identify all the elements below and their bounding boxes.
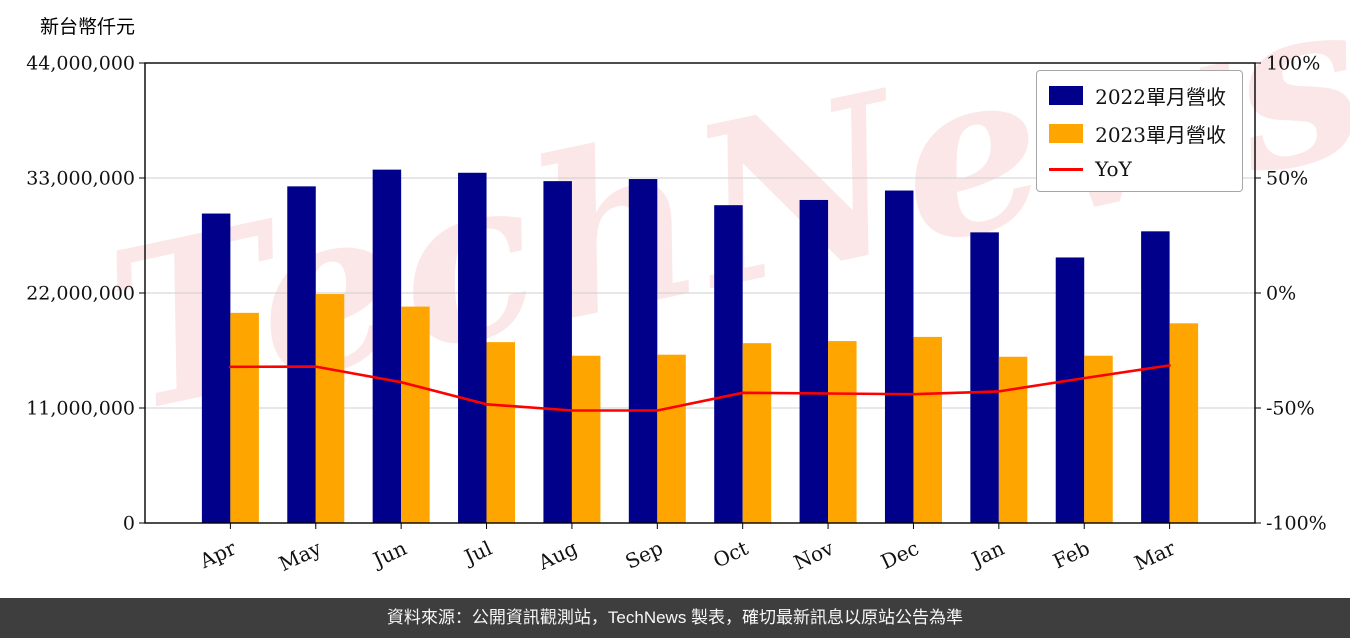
- x-axis-label-Jan: Jan: [966, 536, 1008, 573]
- bar-2023-Nov: [828, 341, 857, 523]
- x-axis-label-Nov: Nov: [790, 535, 838, 574]
- legend-label-yoy: YoY: [1095, 157, 1132, 181]
- bar-2023-Feb: [1084, 355, 1113, 523]
- legend-swatch-2022: [1049, 86, 1084, 105]
- bar-2022-Jul: [458, 172, 487, 524]
- x-axis-label-Mar: Mar: [1131, 536, 1180, 576]
- bar-2023-Jun: [401, 306, 430, 523]
- bar-2023-Aug: [571, 355, 601, 523]
- y-axis-unit-label: 新台幣仟元: [40, 16, 136, 38]
- bar-2023-Jan: [998, 356, 1028, 523]
- legend-item-2022: 2022單月營收: [1049, 81, 1226, 110]
- yoy-line: [229, 364, 1171, 412]
- x-axis-label-Sep: Sep: [622, 536, 667, 574]
- bar-2023-Apr: [230, 312, 259, 523]
- bar-2022-Oct: [714, 205, 743, 523]
- legend-swatch-2023: [1049, 124, 1084, 143]
- source-footer: 資料來源：公開資訊觀測站，TechNews 製表，確切最新訊息以原站公告為準: [0, 598, 1350, 638]
- x-axis-label-Oct: Oct: [709, 536, 751, 573]
- x-axis-label-Dec: Dec: [877, 536, 923, 574]
- x-axis-label-Aug: Aug: [534, 536, 582, 575]
- legend-label-2023: 2023單月營收: [1095, 123, 1226, 147]
- right-axis-tick-label: 50%: [1266, 168, 1308, 190]
- bar-2023-Oct: [742, 343, 772, 523]
- bar-2023-May: [315, 294, 345, 523]
- source-footer-text: 資料來源：公開資訊觀測站，TechNews 製表，確切最新訊息以原站公告為準: [386, 608, 964, 627]
- legend-label-2022: 2022單月營收: [1095, 85, 1226, 109]
- right-axis-tick-label: 0%: [1266, 283, 1296, 305]
- bar-2022-Mar: [1141, 231, 1170, 523]
- x-axis-label-Jul: Jul: [459, 536, 496, 570]
- bar-2022-Dec: [884, 190, 914, 523]
- bar-2023-Jul: [486, 342, 516, 523]
- x-axis-label-Feb: Feb: [1049, 536, 1093, 574]
- left-axis-tick-label: 22,000,000: [26, 283, 135, 305]
- bar-2023-Dec: [913, 336, 942, 523]
- right-axis-tick-label: -100%: [1266, 513, 1327, 535]
- x-axis-label-Jun: Jun: [368, 536, 411, 573]
- right-axis-tick-label: 100%: [1266, 53, 1320, 75]
- bar-2022-Apr: [201, 213, 231, 523]
- bar-2022-May: [287, 186, 316, 523]
- left-axis-tick-label: 33,000,000: [26, 168, 135, 190]
- x-axis-label-May: May: [275, 535, 325, 576]
- bar-2023-Sep: [657, 354, 686, 523]
- legend-item-2023: 2023單月營收: [1049, 119, 1226, 148]
- legend: 2022單月營收 2023單月營收 YoY: [1036, 70, 1243, 192]
- bar-2022-Aug: [543, 181, 572, 524]
- left-axis-tick-label: 11,000,000: [26, 398, 135, 420]
- bar-2022-Jun: [372, 169, 402, 524]
- bar-2022-Jan: [970, 232, 999, 523]
- legend-item-yoy: YoY: [1049, 157, 1226, 181]
- left-axis-tick-label: 44,000,000: [26, 53, 135, 75]
- right-axis-tick-label: -50%: [1266, 398, 1315, 420]
- bar-2023-Mar: [1169, 323, 1199, 523]
- bar-2022-Feb: [1055, 257, 1085, 523]
- bar-2022-Sep: [628, 179, 658, 523]
- bar-2022-Nov: [799, 199, 829, 524]
- legend-line-swatch-yoy: [1049, 167, 1084, 171]
- x-axis-label-Apr: Apr: [195, 536, 240, 574]
- left-axis-tick-label: 0: [123, 513, 135, 535]
